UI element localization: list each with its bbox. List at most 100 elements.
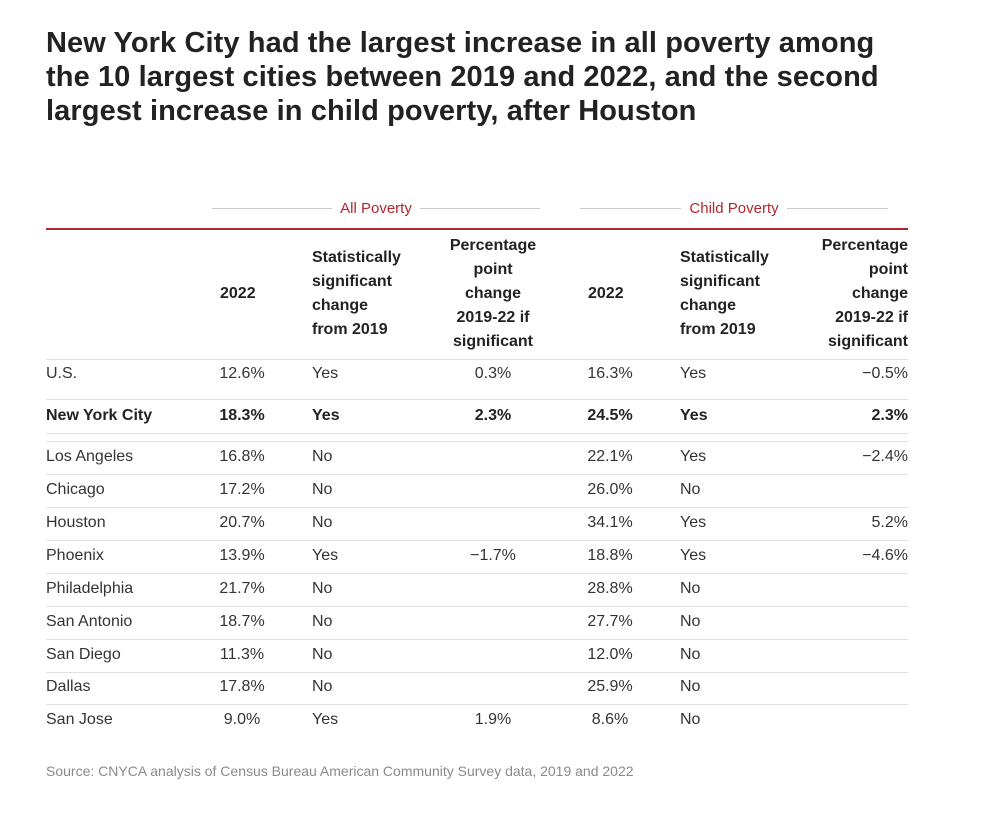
- row-label: U.S.: [46, 365, 78, 382]
- table-cell-all-sig: Yes: [312, 547, 339, 564]
- row-separator: [46, 359, 908, 360]
- table-cell-all-2022: 16.8%: [219, 448, 265, 465]
- table-cell-all-2022: 18.7%: [219, 613, 265, 630]
- all-sig-header: Statistically significant change from 20…: [312, 246, 401, 342]
- table-cell-child-2022: 18.8%: [587, 547, 633, 564]
- table-cell-child-change: −2.4%: [862, 448, 908, 465]
- group-divider: [786, 207, 889, 209]
- row-label: San Jose: [46, 711, 113, 728]
- table-cell-child-2022: 22.1%: [587, 448, 633, 465]
- table-cell-child-2022: 26.0%: [587, 481, 633, 498]
- row-label: San Antonio: [46, 613, 133, 630]
- table-cell-all-sig: No: [312, 613, 333, 630]
- header-line: significant: [680, 273, 761, 290]
- all-poverty-label: All Poverty: [340, 199, 412, 217]
- header-line: Statistically: [312, 249, 401, 266]
- row-separator: [46, 474, 908, 475]
- table-cell-all-sig: No: [312, 514, 333, 531]
- table-cell-child-2022: 25.9%: [587, 678, 633, 695]
- all-change-header: Percentage point change 2019-22 if signi…: [433, 234, 553, 354]
- table-cell-child-sig: No: [680, 711, 701, 728]
- table-cell-all-2022: 13.9%: [219, 547, 265, 564]
- header-line: 2019-22 if: [456, 309, 530, 326]
- table-cell-child-change: −0.5%: [862, 365, 908, 382]
- header-line: Percentage: [821, 237, 908, 254]
- chart-title: New York City had the largest increase i…: [46, 27, 879, 127]
- source-note: Source: CNYCA analysis of Census Bureau …: [46, 763, 634, 779]
- table-cell-child-change: 5.2%: [871, 514, 908, 531]
- row-separator: [46, 606, 908, 607]
- header-line: change: [851, 285, 908, 302]
- header-line: from 2019: [680, 321, 756, 338]
- table-cell-child-sig: Yes: [680, 365, 707, 382]
- header-line: 2019-22 if: [835, 309, 908, 326]
- header-rule: [46, 228, 908, 230]
- table-cell-child-2022: 8.6%: [591, 711, 629, 728]
- row-label: Chicago: [46, 481, 105, 498]
- table-cell-child-2022: 27.7%: [587, 613, 633, 630]
- table-cell-all-2022: 20.7%: [219, 514, 265, 531]
- row-label: Houston: [46, 514, 106, 531]
- table-cell-all-sig: No: [312, 481, 333, 498]
- table-cell-child-sig: No: [680, 580, 701, 597]
- table-cell-all-change: −1.7%: [470, 547, 516, 564]
- child-poverty-label: Child Poverty: [689, 199, 779, 217]
- table-cell-all-sig: No: [312, 678, 333, 695]
- row-separator: [46, 507, 908, 508]
- row-separator: [46, 672, 908, 673]
- row-label: Los Angeles: [46, 448, 134, 465]
- header-line: change: [464, 285, 521, 302]
- table-cell-all-sig: No: [312, 448, 333, 465]
- group-divider: [212, 207, 333, 209]
- group-divider: [419, 207, 541, 209]
- row-separator: [46, 639, 908, 640]
- all-2022-header: 2022: [220, 285, 256, 302]
- table-cell-child-sig: No: [680, 613, 701, 630]
- table-cell-all-change: 1.9%: [474, 711, 512, 728]
- table-cell-child-2022: 28.8%: [587, 580, 633, 597]
- table-cell-all-sig: Yes: [312, 407, 340, 424]
- child-sig-header: Statistically significant change from 20…: [680, 246, 769, 342]
- table-cell-child-change: −4.6%: [862, 547, 908, 564]
- table-cell-all-change: 0.3%: [474, 365, 512, 382]
- row-separator: [46, 399, 908, 400]
- row-label: Phoenix: [46, 547, 104, 564]
- group-divider: [580, 207, 682, 209]
- header-line: change: [680, 297, 737, 314]
- header-line: significant: [452, 333, 533, 350]
- table-cell-child-sig: Yes: [680, 547, 707, 564]
- all-poverty-group-header: All Poverty: [212, 196, 541, 220]
- table-cell-all-sig: Yes: [312, 711, 339, 728]
- header-line: Statistically: [680, 249, 769, 266]
- row-label: Dallas: [46, 678, 91, 695]
- table-cell-all-2022: 12.6%: [219, 365, 265, 382]
- table-cell-child-sig: No: [680, 678, 701, 695]
- table-cell-all-change: 2.3%: [474, 407, 512, 424]
- header-line: Percentage: [449, 237, 537, 254]
- table-cell-child-sig: No: [680, 646, 701, 663]
- row-label: Philadelphia: [46, 580, 134, 597]
- header-line: from 2019: [312, 321, 388, 338]
- table-cell-child-sig: Yes: [680, 407, 708, 424]
- table-cell-child-change: 2.3%: [871, 407, 908, 424]
- header-line: point: [473, 261, 513, 278]
- table-cell-all-sig: No: [312, 580, 333, 597]
- table-cell-child-2022: 34.1%: [587, 514, 633, 531]
- table-cell-all-2022: 17.2%: [219, 481, 265, 498]
- row-separator: [46, 704, 908, 705]
- table-cell-all-sig: No: [312, 646, 333, 663]
- table-cell-all-2022: 21.7%: [219, 580, 265, 597]
- table-cell-child-sig: Yes: [680, 514, 707, 531]
- row-label: New York City: [46, 407, 153, 424]
- table-cell-all-2022: 18.3%: [219, 407, 265, 424]
- child-2022-header: 2022: [588, 285, 624, 302]
- table-cell-child-sig: No: [680, 481, 701, 498]
- table-cell-all-2022: 11.3%: [219, 646, 265, 663]
- row-separator: [46, 441, 908, 442]
- header-line: significant: [827, 333, 908, 350]
- table-cell-child-2022: 16.3%: [587, 365, 633, 382]
- table-cell-all-2022: 17.8%: [219, 678, 265, 695]
- table-cell-child-2022: 24.5%: [587, 407, 633, 424]
- row-separator: [46, 540, 908, 541]
- header-line: change: [312, 297, 369, 314]
